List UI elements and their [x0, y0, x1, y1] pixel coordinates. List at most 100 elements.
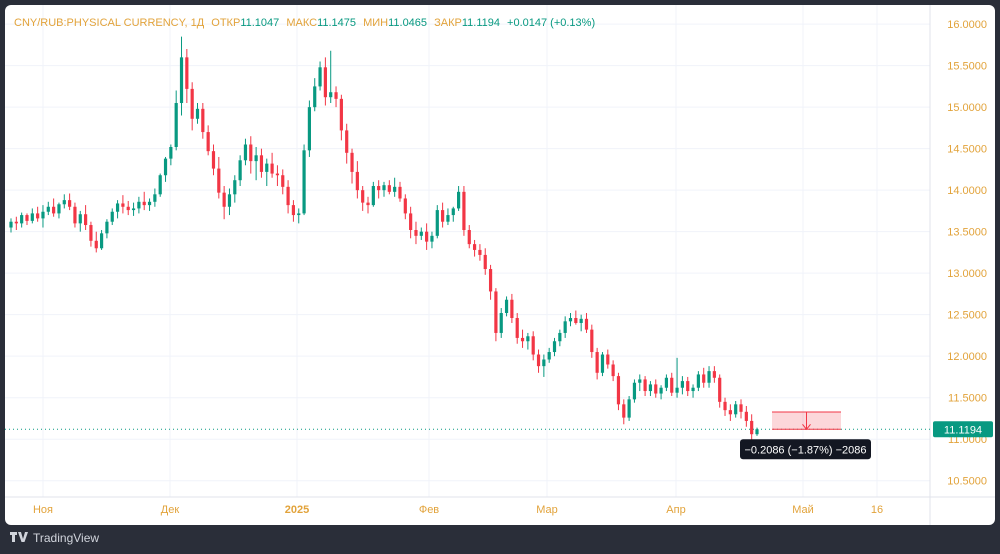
- candle-body[interactable]: [398, 186, 402, 199]
- candle-body[interactable]: [542, 359, 546, 367]
- candle-body[interactable]: [329, 92, 333, 98]
- candle-body[interactable]: [254, 155, 258, 162]
- candle-body[interactable]: [206, 132, 210, 152]
- candle-body[interactable]: [680, 381, 684, 388]
- candle-body[interactable]: [238, 160, 242, 181]
- candle-body[interactable]: [121, 203, 125, 207]
- candle-body[interactable]: [270, 163, 274, 174]
- candle-body[interactable]: [664, 377, 669, 388]
- candle-body[interactable]: [568, 318, 573, 322]
- candle-body[interactable]: [94, 240, 98, 249]
- candle-body[interactable]: [142, 201, 146, 206]
- candle-body[interactable]: [233, 180, 237, 195]
- candle-body[interactable]: [616, 376, 621, 405]
- candle-body[interactable]: [504, 299, 509, 314]
- candle-body[interactable]: [558, 332, 562, 342]
- candle-body[interactable]: [275, 173, 280, 176]
- candle-body[interactable]: [515, 318, 519, 338]
- candle-body[interactable]: [20, 215, 24, 224]
- candle-body[interactable]: [153, 194, 157, 202]
- candle-body[interactable]: [403, 198, 407, 214]
- candle-body[interactable]: [600, 354, 605, 373]
- candle-body[interactable]: [419, 231, 423, 236]
- candle-body[interactable]: [552, 341, 557, 353]
- candle-body[interactable]: [595, 352, 599, 373]
- candle-body[interactable]: [563, 321, 567, 333]
- candle-body[interactable]: [302, 150, 306, 214]
- candle-body[interactable]: [510, 299, 514, 319]
- candlestick-chart[interactable]: 16.0000 15.5000 15.0000 14.5000 14.0000 13.50…: [5, 5, 995, 525]
- candle-body[interactable]: [488, 269, 493, 292]
- candle-body[interactable]: [526, 336, 530, 342]
- candle-body[interactable]: [185, 57, 189, 89]
- candle-body[interactable]: [393, 186, 397, 192]
- candle-body[interactable]: [377, 186, 381, 191]
- candle-body[interactable]: [89, 225, 93, 241]
- candle-body[interactable]: [345, 130, 349, 153]
- candle-body[interactable]: [25, 215, 29, 221]
- candle-body[interactable]: [467, 230, 471, 245]
- candle-body[interactable]: [590, 329, 594, 353]
- candle-body[interactable]: [9, 221, 13, 228]
- candle-body[interactable]: [691, 387, 695, 392]
- candle-body[interactable]: [137, 201, 141, 209]
- candle-body[interactable]: [179, 57, 184, 104]
- candle-body[interactable]: [350, 152, 354, 172]
- candle-body[interactable]: [574, 318, 578, 323]
- candle-body[interactable]: [126, 206, 130, 211]
- candle-body[interactable]: [446, 215, 450, 222]
- candle-body[interactable]: [547, 352, 551, 360]
- candle-body[interactable]: [174, 103, 178, 148]
- candle-body[interactable]: [62, 200, 66, 205]
- candle-body[interactable]: [169, 147, 173, 159]
- candle-body[interactable]: [457, 191, 461, 209]
- candle-body[interactable]: [718, 377, 722, 402]
- candle-body[interactable]: [30, 213, 34, 221]
- candle-body[interactable]: [259, 155, 264, 172]
- candle-body[interactable]: [499, 313, 503, 333]
- candle-body[interactable]: [249, 144, 253, 162]
- candle-body[interactable]: [531, 336, 535, 355]
- candle-body[interactable]: [313, 86, 317, 108]
- candle-body[interactable]: [131, 208, 136, 211]
- candle-body[interactable]: [478, 249, 482, 255]
- candle-body[interactable]: [654, 384, 658, 394]
- candle-body[interactable]: [46, 206, 50, 212]
- candle-body[interactable]: [265, 163, 269, 172]
- candle-body[interactable]: [755, 429, 759, 435]
- candle-body[interactable]: [728, 410, 732, 415]
- candle-body[interactable]: [201, 108, 205, 133]
- candle-body[interactable]: [670, 377, 674, 393]
- candle-body[interactable]: [622, 404, 626, 418]
- candle-body[interactable]: [744, 411, 748, 421]
- candle-body[interactable]: [291, 205, 296, 216]
- candle-body[interactable]: [606, 354, 610, 365]
- candle-body[interactable]: [425, 231, 429, 242]
- candle-body[interactable]: [584, 318, 589, 330]
- candle-body[interactable]: [217, 168, 221, 193]
- candle-body[interactable]: [73, 206, 77, 224]
- candle-body[interactable]: [659, 387, 663, 394]
- candle-body[interactable]: [750, 420, 754, 435]
- candle-body[interactable]: [323, 67, 327, 98]
- candle-body[interactable]: [355, 171, 359, 191]
- candle-body[interactable]: [648, 384, 653, 392]
- candle-body[interactable]: [78, 214, 82, 224]
- candle-body[interactable]: [627, 399, 631, 418]
- candle-body[interactable]: [579, 318, 583, 323]
- candle-body[interactable]: [195, 108, 200, 119]
- candle-body[interactable]: [494, 291, 498, 333]
- candle-body[interactable]: [409, 213, 413, 231]
- candle-body[interactable]: [536, 354, 541, 367]
- candle-body[interactable]: [110, 211, 114, 222]
- candle-body[interactable]: [430, 235, 434, 242]
- candle-body[interactable]: [115, 203, 120, 212]
- candle-body[interactable]: [222, 192, 226, 207]
- candle-body[interactable]: [632, 382, 637, 400]
- candle-body[interactable]: [211, 151, 216, 169]
- candle-body[interactable]: [190, 88, 194, 119]
- candle-body[interactable]: [281, 175, 285, 187]
- candle-body[interactable]: [36, 213, 40, 219]
- candle-body[interactable]: [286, 186, 290, 206]
- candle-body[interactable]: [712, 371, 716, 378]
